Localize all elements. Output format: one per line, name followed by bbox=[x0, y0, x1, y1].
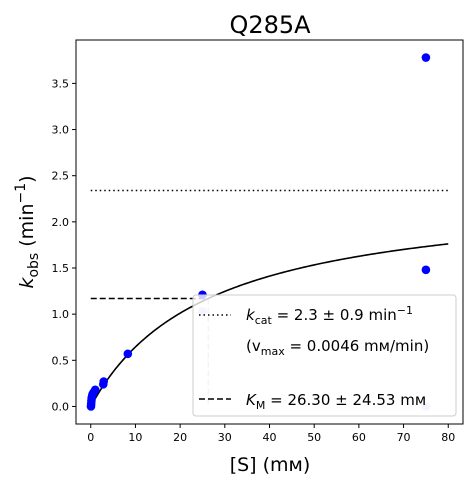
y-tick-label: 3.5 bbox=[52, 77, 70, 90]
x-ticks: 0 10 20 30 40 50 60 70 80 bbox=[87, 424, 455, 444]
x-tick-label: 70 bbox=[397, 431, 411, 444]
data-point bbox=[421, 265, 431, 275]
x-tick-label: 30 bbox=[218, 431, 232, 444]
michaelis-menten-fit-curve bbox=[90, 243, 449, 407]
x-tick-label: 80 bbox=[441, 431, 455, 444]
legend-vmax-label: (vmax = 0.0046 mм/min) bbox=[246, 337, 429, 358]
y-ticks: 0.0 0.5 1.0 1.5 2.0 2.5 3.0 3.5 bbox=[52, 77, 76, 413]
chart-title: Q285A bbox=[229, 11, 311, 39]
legend-km-label: KM = 26.30 ± 24.53 mм bbox=[246, 391, 426, 412]
x-tick-label: 40 bbox=[263, 431, 277, 444]
data-point bbox=[99, 377, 109, 386]
x-tick-label: 20 bbox=[173, 431, 187, 444]
x-axis-label: [S] (mм) bbox=[230, 454, 311, 476]
legend: kcat = 2.3 ± 0.9 min−1 (vmax = 0.0046 mм… bbox=[192, 294, 457, 417]
data-point bbox=[90, 385, 100, 395]
y-tick-label: 1.0 bbox=[52, 308, 70, 321]
x-tick-label: 0 bbox=[87, 431, 94, 444]
y-axis-label: kobs (min−1) bbox=[13, 175, 42, 288]
y-tick-label: 2.0 bbox=[52, 216, 70, 229]
data-point bbox=[421, 53, 431, 62]
data-point bbox=[123, 349, 133, 359]
y-tick-label: 3.0 bbox=[52, 124, 70, 137]
y-tick-label: 0.5 bbox=[52, 354, 70, 367]
legend-kcat-label: kcat = 2.3 ± 0.9 min−1 bbox=[246, 304, 413, 327]
y-tick-label: 2.5 bbox=[52, 170, 70, 183]
y-tick-label: 1.5 bbox=[52, 262, 70, 275]
x-tick-label: 50 bbox=[307, 431, 321, 444]
x-tick-label: 60 bbox=[352, 431, 366, 444]
y-tick-label: 0.0 bbox=[52, 400, 70, 413]
legend-box bbox=[192, 294, 457, 417]
x-tick-label: 10 bbox=[128, 431, 142, 444]
